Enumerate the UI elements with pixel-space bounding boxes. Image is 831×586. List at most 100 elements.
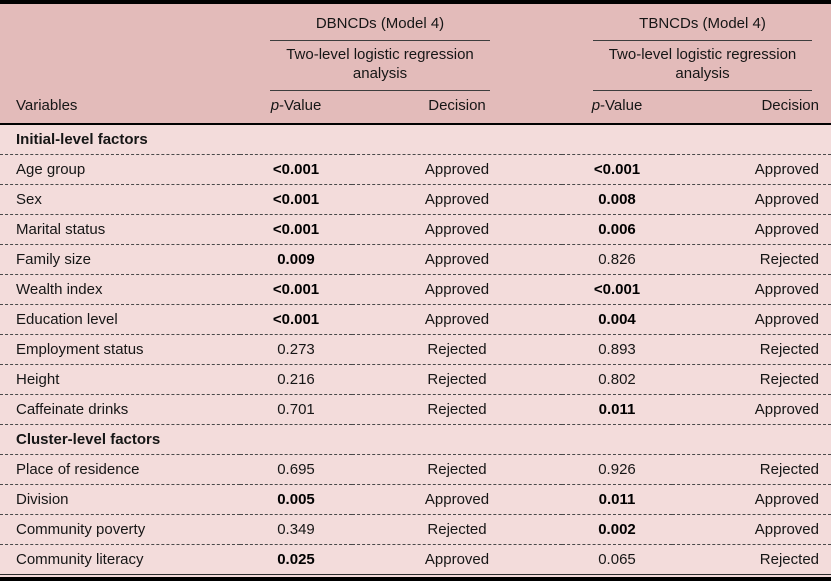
p-value-cell-dbncds: 0.349	[240, 514, 352, 544]
p-value-cell-tbncds: 0.065	[562, 544, 672, 574]
table-row: Family size 0.009 Approved 0.826 Rejecte…	[0, 244, 831, 274]
table-row: Wealth index <0.001 Approved <0.001 Appr…	[0, 274, 831, 304]
section-header-row: Initial-level factors	[0, 124, 831, 154]
p-value-cell-dbncds: <0.001	[240, 154, 352, 184]
p-value-cell-dbncds: 0.009	[240, 244, 352, 274]
column-header-variables: Variables	[0, 4, 240, 125]
column-header-pvalue-dbncds: p-Value	[240, 91, 352, 125]
decision-cell-tbncds: Approved	[672, 514, 831, 544]
group-subtitle-tbncds: Two-level logistic regression analysis	[608, 46, 797, 82]
table-row: Height 0.216 Rejected 0.802 Rejected	[0, 364, 831, 394]
group-subtitle-dbncds: Two-level logistic regression analysis	[286, 46, 474, 82]
decision-cell-tbncds: Approved	[672, 484, 831, 514]
p-italic: p	[270, 97, 280, 114]
p-value-cell-dbncds: 0.273	[240, 334, 352, 364]
decision-cell-dbncds: Approved	[352, 214, 562, 244]
p-value-cell-tbncds: 0.802	[562, 364, 672, 394]
table-row: Community poverty 0.349 Rejected 0.002 A…	[0, 514, 831, 544]
decision-cell-dbncds: Rejected	[352, 334, 562, 364]
group-header-dbncds: DBNCDs (Model 4) Two-level logistic regr…	[240, 4, 562, 91]
decision-cell-tbncds: Approved	[672, 184, 831, 214]
header-rule	[593, 40, 812, 41]
decision-cell-dbncds: Approved	[352, 274, 562, 304]
p-value-cell-tbncds: <0.001	[562, 154, 672, 184]
table-row: Age group <0.001 Approved <0.001 Approve…	[0, 154, 831, 184]
column-labels-row: p-Value Decision p-Value Decision	[0, 91, 831, 125]
decision-cell-tbncds: Approved	[672, 214, 831, 244]
decision-cell-dbncds: Approved	[352, 544, 562, 574]
table-row: Place of residence 0.695 Rejected 0.926 …	[0, 454, 831, 484]
variable-cell: Sex	[0, 184, 240, 214]
p-value-cell-tbncds: 0.011	[562, 394, 672, 424]
decision-cell-tbncds: Approved	[672, 274, 831, 304]
group-header-row: Variables DBNCDs (Model 4) Two-level log…	[0, 4, 831, 125]
variable-cell: Wealth index	[0, 274, 240, 304]
header-rule	[270, 90, 490, 91]
column-header-decision-tbncds: Decision	[672, 91, 831, 125]
p-value-cell-dbncds: 0.005	[240, 484, 352, 514]
group-header-tbncds: TBNCDs (Model 4) Two-level logistic regr…	[562, 4, 831, 91]
p-italic: p	[591, 97, 601, 114]
decision-cell-dbncds: Approved	[352, 244, 562, 274]
variable-cell: Age group	[0, 154, 240, 184]
section-label: Initial-level factors	[0, 124, 831, 154]
column-header-pvalue-tbncds: p-Value	[562, 91, 672, 125]
variable-cell: Employment status	[0, 334, 240, 364]
decision-cell-dbncds: Approved	[352, 154, 562, 184]
p-value-cell-dbncds: 0.025	[240, 544, 352, 574]
section-header-row: Cluster-level factors	[0, 424, 831, 454]
variable-cell: Height	[0, 364, 240, 394]
variable-cell: Education level	[0, 304, 240, 334]
group-title-tbncds: TBNCDs (Model 4)	[639, 15, 766, 32]
variable-cell: Family size	[0, 244, 240, 274]
p-value-cell-dbncds: <0.001	[240, 274, 352, 304]
table-row: Sex <0.001 Approved 0.008 Approved	[0, 184, 831, 214]
group-title-dbncds: DBNCDs (Model 4)	[315, 15, 445, 32]
p-value-cell-tbncds: 0.011	[562, 484, 672, 514]
p-value-cell-tbncds: 0.008	[562, 184, 672, 214]
variable-cell: Caffeinate drinks	[0, 394, 240, 424]
decision-cell-dbncds: Approved	[352, 184, 562, 214]
p-value-label: -Value	[600, 97, 643, 114]
decision-cell-dbncds: Rejected	[352, 454, 562, 484]
decision-cell-dbncds: Rejected	[352, 394, 562, 424]
decision-cell-tbncds: Approved	[672, 394, 831, 424]
table-row: Community literacy 0.025 Approved 0.065 …	[0, 544, 831, 574]
section-label: Cluster-level factors	[0, 424, 831, 454]
header-rule	[270, 40, 490, 41]
variable-cell: Community poverty	[0, 514, 240, 544]
variable-cell: Community literacy	[0, 544, 240, 574]
p-value-cell-tbncds: <0.001	[562, 274, 672, 304]
variable-cell: Marital status	[0, 214, 240, 244]
column-header-decision-dbncds: Decision	[352, 91, 562, 125]
p-value-cell-tbncds: 0.926	[562, 454, 672, 484]
decision-cell-dbncds: Rejected	[352, 364, 562, 394]
decision-cell-dbncds: Approved	[352, 484, 562, 514]
table-row: Education level <0.001 Approved 0.004 Ap…	[0, 304, 831, 334]
decision-cell-tbncds: Rejected	[672, 364, 831, 394]
p-value-cell-tbncds: 0.006	[562, 214, 672, 244]
p-value-cell-dbncds: <0.001	[240, 184, 352, 214]
decision-cell-dbncds: Rejected	[352, 514, 562, 544]
decision-cell-tbncds: Rejected	[672, 544, 831, 574]
table-body: Initial-level factors Age group <0.001 A…	[0, 124, 831, 574]
p-value-cell-tbncds: 0.004	[562, 304, 672, 334]
decision-cell-tbncds: Approved	[672, 304, 831, 334]
table-row: Caffeinate drinks 0.701 Rejected 0.011 A…	[0, 394, 831, 424]
p-value-cell-dbncds: 0.701	[240, 394, 352, 424]
variable-cell: Division	[0, 484, 240, 514]
p-value-label: -Value	[279, 97, 322, 114]
p-value-cell-dbncds: 0.695	[240, 454, 352, 484]
decision-cell-tbncds: Approved	[672, 154, 831, 184]
p-value-cell-tbncds: 0.826	[562, 244, 672, 274]
decision-cell-tbncds: Rejected	[672, 454, 831, 484]
table-header: Variables DBNCDs (Model 4) Two-level log…	[0, 4, 831, 125]
decision-cell-dbncds: Approved	[352, 304, 562, 334]
decision-cell-tbncds: Rejected	[672, 334, 831, 364]
table-row: Employment status 0.273 Rejected 0.893 R…	[0, 334, 831, 364]
header-rule	[593, 90, 812, 91]
p-value-cell-tbncds: 0.002	[562, 514, 672, 544]
regression-results-table: Variables DBNCDs (Model 4) Two-level log…	[0, 4, 831, 575]
table-row: Division 0.005 Approved 0.011 Approved	[0, 484, 831, 514]
p-value-cell-dbncds: 0.216	[240, 364, 352, 394]
